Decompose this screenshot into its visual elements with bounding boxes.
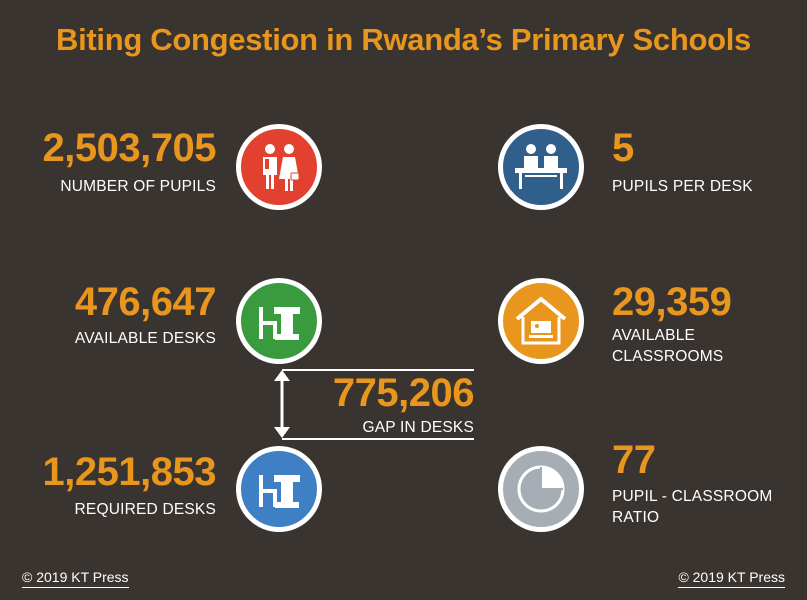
pupils-at-desk-icon (498, 124, 584, 210)
available-classrooms-value: 29,359 (612, 280, 732, 324)
pupil-classroom-ratio-value: 77 (612, 438, 656, 482)
gap-in-desks-value: 775,206 (332, 371, 475, 415)
double-arrow-icon (274, 370, 290, 438)
gap-top-line (282, 369, 474, 371)
classroom-icon (498, 278, 584, 364)
pie-chart-icon (498, 446, 584, 532)
pupils-value: 2,503,705 (42, 126, 217, 170)
pupils-per-desk-label: PUPILS PER DESK (612, 178, 753, 195)
required-desks-value: 1,251,853 (42, 450, 217, 494)
footer-copyright-left: © 2019 KT Press (22, 569, 129, 588)
available-desks-label: AVAILABLE DESKS (74, 330, 216, 347)
footer-copyright-right: © 2019 KT Press (678, 569, 785, 588)
gap-bottom-line (282, 438, 474, 440)
desk-icon (236, 278, 322, 364)
gap-in-desks-label: GAP IN DESKS (362, 419, 474, 436)
pupils-per-desk-value: 5 (612, 126, 634, 170)
pupil-classroom-ratio-label-line1: PUPIL - CLASSROOM (612, 488, 773, 505)
required-desks-label: REQUIRED DESKS (74, 501, 216, 518)
pupil-classroom-ratio-label-line2: RATIO (612, 509, 660, 526)
students-icon (236, 124, 322, 210)
desk-icon (236, 446, 322, 532)
available-desks-value: 476,647 (74, 280, 217, 324)
available-classrooms-label-line1: AVAILABLE (612, 327, 696, 344)
pupils-label: NUMBER OF PUPILS (60, 178, 216, 195)
available-classrooms-label-line2: CLASSROOMS (612, 348, 724, 365)
page-title: Biting Congestion in Rwanda’s Primary Sc… (55, 22, 751, 57)
